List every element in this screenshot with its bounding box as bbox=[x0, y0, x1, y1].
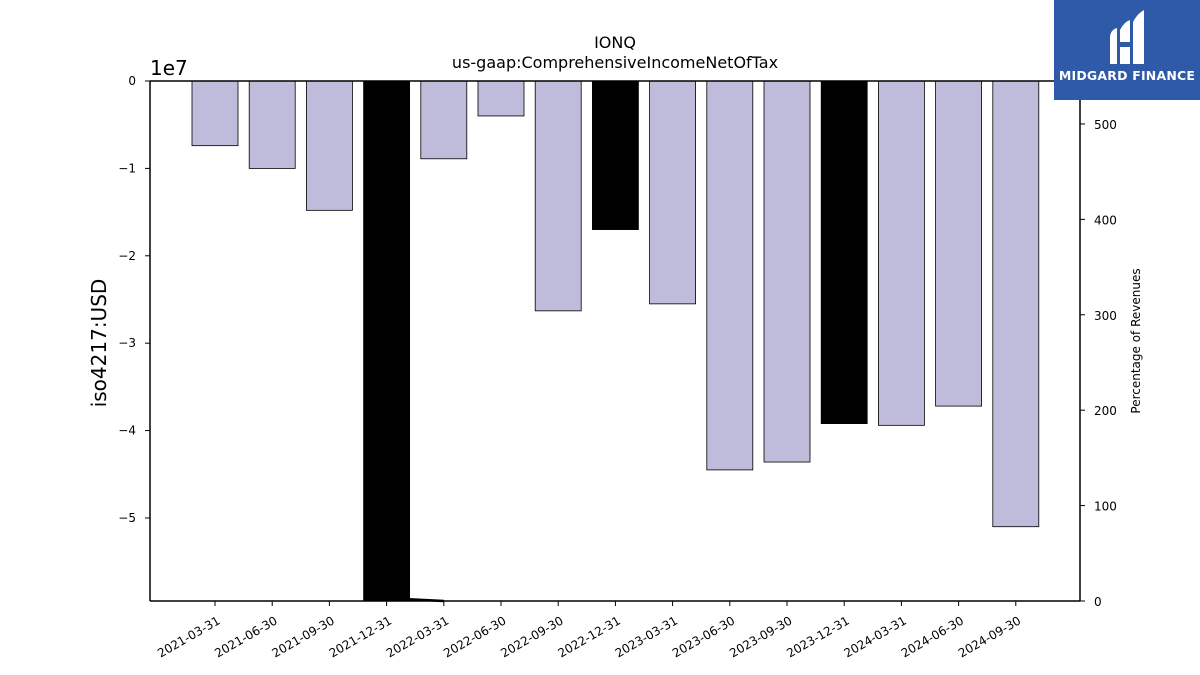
y-tick-label: 0 bbox=[128, 74, 136, 88]
y-axis-label: iso4217:USD bbox=[87, 279, 111, 408]
bar-2023-03-31 bbox=[649, 80, 696, 305]
x-tick-label: 2023-12-31 bbox=[784, 613, 851, 660]
bar-2024-09-30 bbox=[992, 80, 1040, 528]
bar-2024-03-31 bbox=[878, 80, 925, 426]
x-tick-label: 2022-06-30 bbox=[441, 613, 508, 660]
y-tick-label: −2 bbox=[118, 249, 136, 263]
bar-2021-06-30 bbox=[248, 80, 296, 169]
x-tick-label: 2021-06-30 bbox=[212, 613, 279, 660]
y2-tick-label: 100 bbox=[1094, 500, 1117, 514]
y-tick-label: −5 bbox=[118, 511, 136, 525]
chart-subtitle: us-gaap:ComprehensiveIncomeNetOfTax bbox=[452, 53, 778, 72]
x-tick-label: 2021-12-31 bbox=[327, 613, 394, 660]
y-axis-offset-label: 1e7 bbox=[150, 56, 188, 80]
x-tick-label: 2024-09-30 bbox=[956, 613, 1023, 660]
bar-2022-09-30 bbox=[534, 80, 582, 312]
bar-2024-06-30 bbox=[935, 80, 982, 407]
y2-tick-label: 200 bbox=[1094, 404, 1117, 418]
x-tick-label: 2022-12-31 bbox=[555, 613, 622, 660]
bar-2023-12-31 bbox=[820, 80, 868, 424]
x-tick-label: 2022-09-30 bbox=[498, 613, 565, 660]
y-tick-label: −4 bbox=[118, 424, 136, 438]
bar-2021-09-30 bbox=[305, 80, 353, 211]
midgard-logo-icon bbox=[1110, 10, 1144, 64]
y-tick-label: −3 bbox=[118, 336, 136, 350]
x-tick-label: 2023-06-30 bbox=[670, 613, 737, 660]
y2-tick-label: 500 bbox=[1094, 118, 1117, 132]
x-tick-label: 2022-03-31 bbox=[384, 613, 451, 660]
bar-2023-06-30 bbox=[706, 80, 754, 471]
y2-tick-label: 400 bbox=[1094, 213, 1117, 227]
bar-2021-12-31 bbox=[363, 80, 411, 602]
brand-name: MIDGARD FINANCE bbox=[1058, 68, 1196, 83]
bar-2021-03-31 bbox=[191, 80, 239, 147]
y2-tick-label: 0 bbox=[1094, 595, 1102, 609]
x-tick-label: 2021-03-31 bbox=[155, 613, 222, 660]
bar-2022-03-31 bbox=[420, 80, 468, 160]
x-tick-label: 2021-09-30 bbox=[269, 613, 336, 660]
bar-2022-06-30 bbox=[477, 80, 525, 117]
y2-tick-label: 300 bbox=[1094, 309, 1117, 323]
x-tick-label: 2024-03-31 bbox=[841, 613, 908, 660]
y-tick-label: −1 bbox=[118, 161, 136, 175]
bar-2023-09-30 bbox=[763, 80, 811, 463]
bar-2022-12-31 bbox=[592, 80, 639, 230]
x-tick-label: 2023-09-30 bbox=[727, 613, 794, 660]
chart-title: IONQ bbox=[594, 33, 636, 52]
brand-logo: MIDGARD FINANCE bbox=[1054, 0, 1200, 100]
y2-axis-label: Percentage of Revenues bbox=[1129, 268, 1143, 413]
x-tick-label: 2023-03-31 bbox=[613, 613, 680, 660]
x-tick-label: 2024-06-30 bbox=[899, 613, 966, 660]
